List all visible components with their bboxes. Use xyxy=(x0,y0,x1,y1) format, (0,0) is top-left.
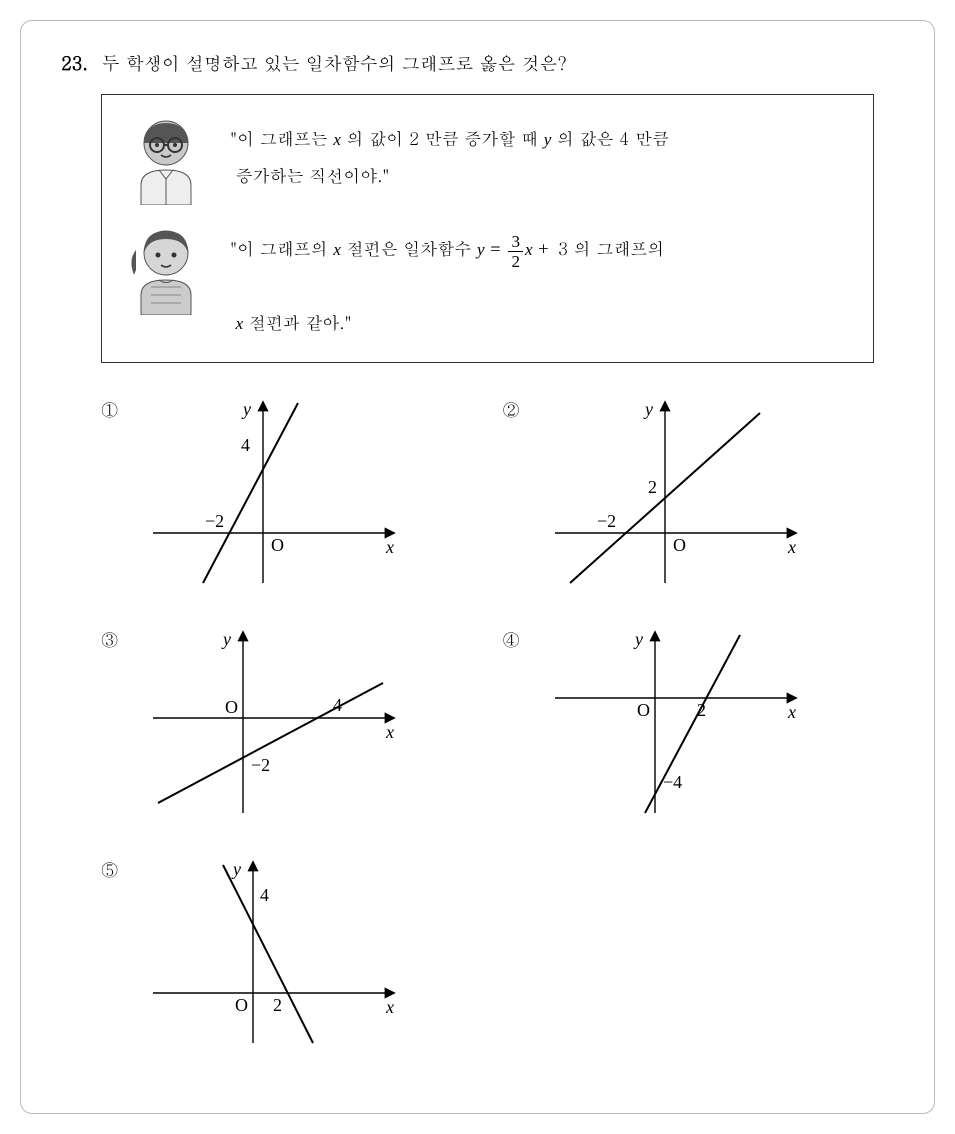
axis-x: x xyxy=(385,722,394,742)
student1-avatar xyxy=(126,115,206,205)
choice-5: ⑤ x y O 4 2 xyxy=(101,853,473,1053)
s1-t2: 의 값이 2 만큼 증가할 때 xyxy=(341,126,544,150)
fraction: 32 xyxy=(508,233,523,270)
frac-num: 3 xyxy=(508,233,523,252)
student1-speech: "이 그래프는 x 의 값이 2 만큼 증가할 때 y 의 값은 4 만큼 증가… xyxy=(230,115,849,193)
axis-y: y xyxy=(241,399,251,419)
student1-row: "이 그래프는 x 의 값이 2 만큼 증가할 때 y 의 값은 4 만큼 증가… xyxy=(126,115,849,205)
axis-y: y xyxy=(231,859,241,879)
choice-4: ④ x y O −4 2 xyxy=(503,623,875,823)
choice-5-num: ⑤ xyxy=(101,853,123,881)
s1-t4: 증가하는 직선이야." xyxy=(236,163,390,187)
s2-t2: 절편은 일차함수 xyxy=(341,236,477,260)
choice-5-graph: x y O 4 2 xyxy=(143,853,403,1053)
choice-3-num: ③ xyxy=(101,623,123,651)
axis-o: O xyxy=(271,535,284,555)
c5-xval: 2 xyxy=(273,995,282,1015)
student2-speech: "이 그래프의 x 절편은 일차함수 y = 32x + 3 의 그래프의 x … xyxy=(230,225,849,342)
choice-2-graph: x y O 2 −2 xyxy=(545,393,805,593)
girl-icon xyxy=(126,225,206,315)
dialogue-box: "이 그래프는 x 의 값이 2 만큼 증가할 때 y 의 값은 4 만큼 증가… xyxy=(101,94,874,363)
axis-o: O xyxy=(637,700,650,720)
choice-1-num: ① xyxy=(101,393,123,421)
s2-eq: = xyxy=(485,236,507,260)
frac-den: 2 xyxy=(511,252,520,270)
question-header: 23. 두 학생이 설명하고 있는 일차함수의 그래프로 옳은 것은? xyxy=(61,51,894,76)
c2-xval: −2 xyxy=(597,511,616,531)
axis-x: x xyxy=(787,702,796,722)
question-frame: 23. 두 학생이 설명하고 있는 일차함수의 그래프로 옳은 것은? xyxy=(20,20,935,1114)
choice-2-num: ② xyxy=(503,393,525,421)
c3-xval: 4 xyxy=(333,695,342,715)
choice-3: ③ x y O −2 4 xyxy=(101,623,473,823)
s1-t1: "이 그래프는 xyxy=(230,126,333,150)
s1-t3: 의 값은 4 만큼 xyxy=(551,126,669,150)
choices-grid: ① x y O 4 −2 ② xyxy=(101,393,874,1053)
c1-xval: −2 xyxy=(205,511,224,531)
axis-x: x xyxy=(787,537,796,557)
choice-4-num: ④ xyxy=(503,623,525,651)
s2-y: y xyxy=(477,240,485,259)
axis-o: O xyxy=(673,535,686,555)
c5-yval: 4 xyxy=(260,885,269,905)
axis-y: y xyxy=(633,629,643,649)
question-prompt: 두 학생이 설명하고 있는 일차함수의 그래프로 옳은 것은? xyxy=(102,51,567,76)
choice-3-graph: x y O −2 4 xyxy=(143,623,403,823)
axis-x: x xyxy=(385,537,394,557)
choice-1: ① x y O 4 −2 xyxy=(101,393,473,593)
s2-x1: x xyxy=(333,240,341,259)
boy-icon xyxy=(126,115,206,205)
c2-yval: 2 xyxy=(648,477,657,497)
s2-t1: "이 그래프의 xyxy=(230,236,333,260)
axis-y: y xyxy=(221,629,231,649)
s1-x: x xyxy=(333,130,341,149)
axis-x: x xyxy=(385,997,394,1017)
axis-o: O xyxy=(235,995,248,1015)
c1-yval: 4 xyxy=(241,435,250,455)
choice-1-graph: x y O 4 −2 xyxy=(143,393,403,593)
s2-t3: + 3 의 그래프의 xyxy=(533,236,665,260)
c4-yval: −4 xyxy=(663,772,682,792)
choice-2: ② x y O 2 −2 xyxy=(503,393,875,593)
choice-4-graph: x y O −4 2 xyxy=(545,623,805,823)
axis-o: O xyxy=(225,697,238,717)
c3-yval: −2 xyxy=(251,755,270,775)
s2-t4: 절편과 같아." xyxy=(243,310,351,334)
student2-avatar xyxy=(126,225,206,315)
c4-xval: 2 xyxy=(697,700,706,720)
axis-y: y xyxy=(643,399,653,419)
student2-row: "이 그래프의 x 절편은 일차함수 y = 32x + 3 의 그래프의 x … xyxy=(126,225,849,342)
question-number: 23. xyxy=(61,51,88,76)
s2-eqx: x xyxy=(525,240,533,259)
